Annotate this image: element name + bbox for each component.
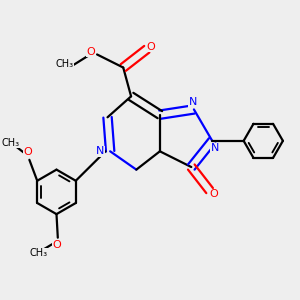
Text: N: N bbox=[211, 143, 219, 153]
Text: CH₃: CH₃ bbox=[29, 248, 47, 258]
Text: CH₃: CH₃ bbox=[2, 138, 20, 148]
Text: O: O bbox=[209, 190, 218, 200]
Text: O: O bbox=[52, 240, 61, 250]
Text: CH₃: CH₃ bbox=[55, 58, 74, 69]
Text: O: O bbox=[24, 148, 32, 158]
Text: N: N bbox=[96, 146, 104, 156]
Text: O: O bbox=[146, 42, 155, 52]
Text: O: O bbox=[86, 47, 95, 57]
Text: N: N bbox=[188, 97, 197, 107]
